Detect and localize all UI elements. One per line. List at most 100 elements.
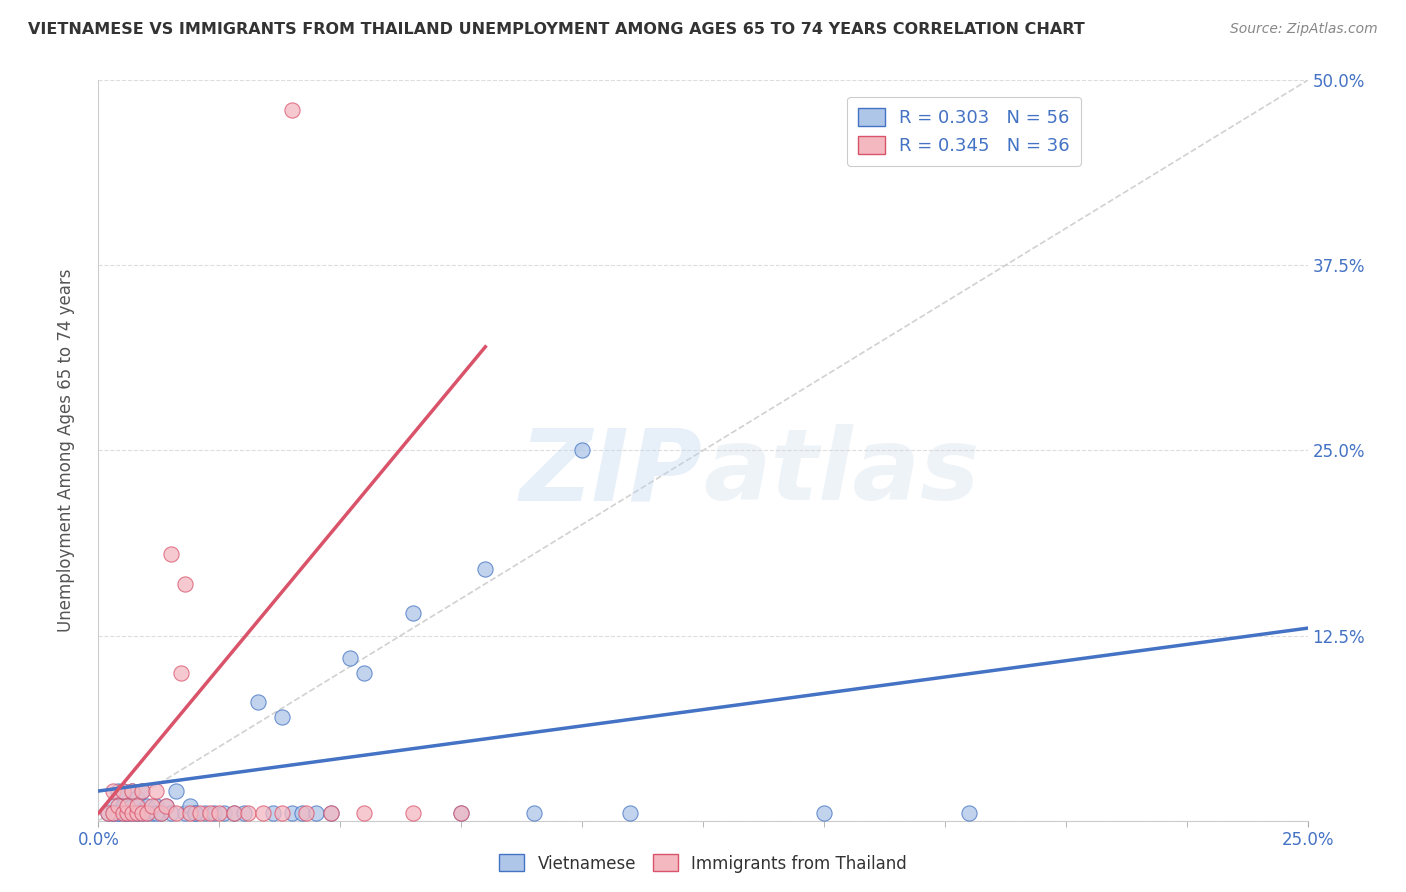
Point [117, 806, 139, 821]
Y-axis label: Unemployment Among Ages 65 to 74 years: Unemployment Among Ages 65 to 74 years [56, 268, 75, 632]
Point [107, 806, 129, 821]
Point [319, 806, 342, 821]
Point [402, 806, 425, 821]
Point [281, 806, 304, 821]
Point [127, 798, 149, 813]
Point [271, 710, 294, 724]
Point [271, 806, 294, 821]
Point [212, 806, 235, 821]
Point [131, 784, 153, 798]
Point [107, 784, 129, 798]
Point [523, 806, 546, 821]
Point [97, 806, 120, 821]
Legend: R = 0.303   N = 56, R = 0.345   N = 36: R = 0.303 N = 56, R = 0.345 N = 36 [846, 96, 1081, 166]
Point [127, 806, 149, 821]
Point [184, 806, 207, 821]
Point [127, 806, 149, 821]
Point [145, 798, 167, 813]
Point [111, 784, 134, 798]
Point [111, 806, 134, 821]
Point [127, 806, 149, 821]
Text: ZIP: ZIP [520, 425, 703, 521]
Point [101, 806, 124, 821]
Text: VIETNAMESE VS IMMIGRANTS FROM THAILAND UNEMPLOYMENT AMONG AGES 65 TO 74 YEARS CO: VIETNAMESE VS IMMIGRANTS FROM THAILAND U… [28, 22, 1085, 37]
Point [111, 784, 134, 798]
Point [474, 562, 496, 576]
Point [117, 798, 139, 813]
Point [450, 806, 472, 821]
Point [232, 806, 254, 821]
Point [101, 798, 124, 813]
Point [295, 806, 318, 821]
Point [117, 806, 139, 821]
Point [619, 806, 641, 821]
Point [141, 798, 163, 813]
Point [155, 798, 177, 813]
Point [127, 791, 149, 805]
Point [208, 806, 231, 821]
Point [204, 806, 226, 821]
Point [262, 806, 284, 821]
Point [135, 806, 157, 821]
Point [101, 784, 124, 798]
Point [222, 806, 245, 821]
Point [179, 806, 201, 821]
Point [957, 806, 980, 821]
Point [135, 798, 157, 813]
Point [188, 806, 211, 821]
Point [117, 798, 139, 813]
Point [141, 806, 163, 821]
Point [252, 806, 274, 821]
Point [131, 806, 153, 821]
Point [169, 665, 191, 680]
Point [179, 798, 201, 813]
Point [165, 806, 187, 821]
Point [145, 806, 167, 821]
Point [165, 784, 187, 798]
Point [571, 443, 593, 458]
Point [247, 695, 270, 709]
Point [111, 798, 134, 813]
Point [198, 806, 221, 821]
Point [145, 784, 167, 798]
Point [135, 806, 157, 821]
Point [238, 806, 260, 821]
Point [305, 806, 328, 821]
Point [101, 806, 124, 821]
Point [813, 806, 835, 821]
Point [121, 784, 143, 798]
Legend: Vietnamese, Immigrants from Thailand: Vietnamese, Immigrants from Thailand [492, 847, 914, 880]
Point [353, 806, 375, 821]
Point [107, 806, 129, 821]
Point [450, 806, 472, 821]
Point [97, 806, 120, 821]
Text: Source: ZipAtlas.com: Source: ZipAtlas.com [1230, 22, 1378, 37]
Point [222, 806, 245, 821]
Point [194, 806, 217, 821]
Point [160, 547, 183, 561]
Point [121, 806, 143, 821]
Point [150, 806, 173, 821]
Point [281, 103, 304, 117]
Point [111, 806, 134, 821]
Text: atlas: atlas [703, 425, 980, 521]
Point [121, 806, 143, 821]
Point [150, 806, 173, 821]
Point [290, 806, 312, 821]
Point [131, 806, 153, 821]
Point [131, 784, 153, 798]
Point [402, 607, 425, 621]
Point [107, 798, 129, 813]
Point [121, 784, 143, 798]
Point [353, 665, 375, 680]
Point [117, 806, 139, 821]
Point [121, 798, 143, 813]
Point [160, 806, 183, 821]
Point [174, 806, 197, 821]
Point [155, 798, 177, 813]
Point [174, 576, 197, 591]
Point [184, 806, 207, 821]
Point [319, 806, 342, 821]
Point [101, 806, 124, 821]
Point [339, 650, 361, 665]
